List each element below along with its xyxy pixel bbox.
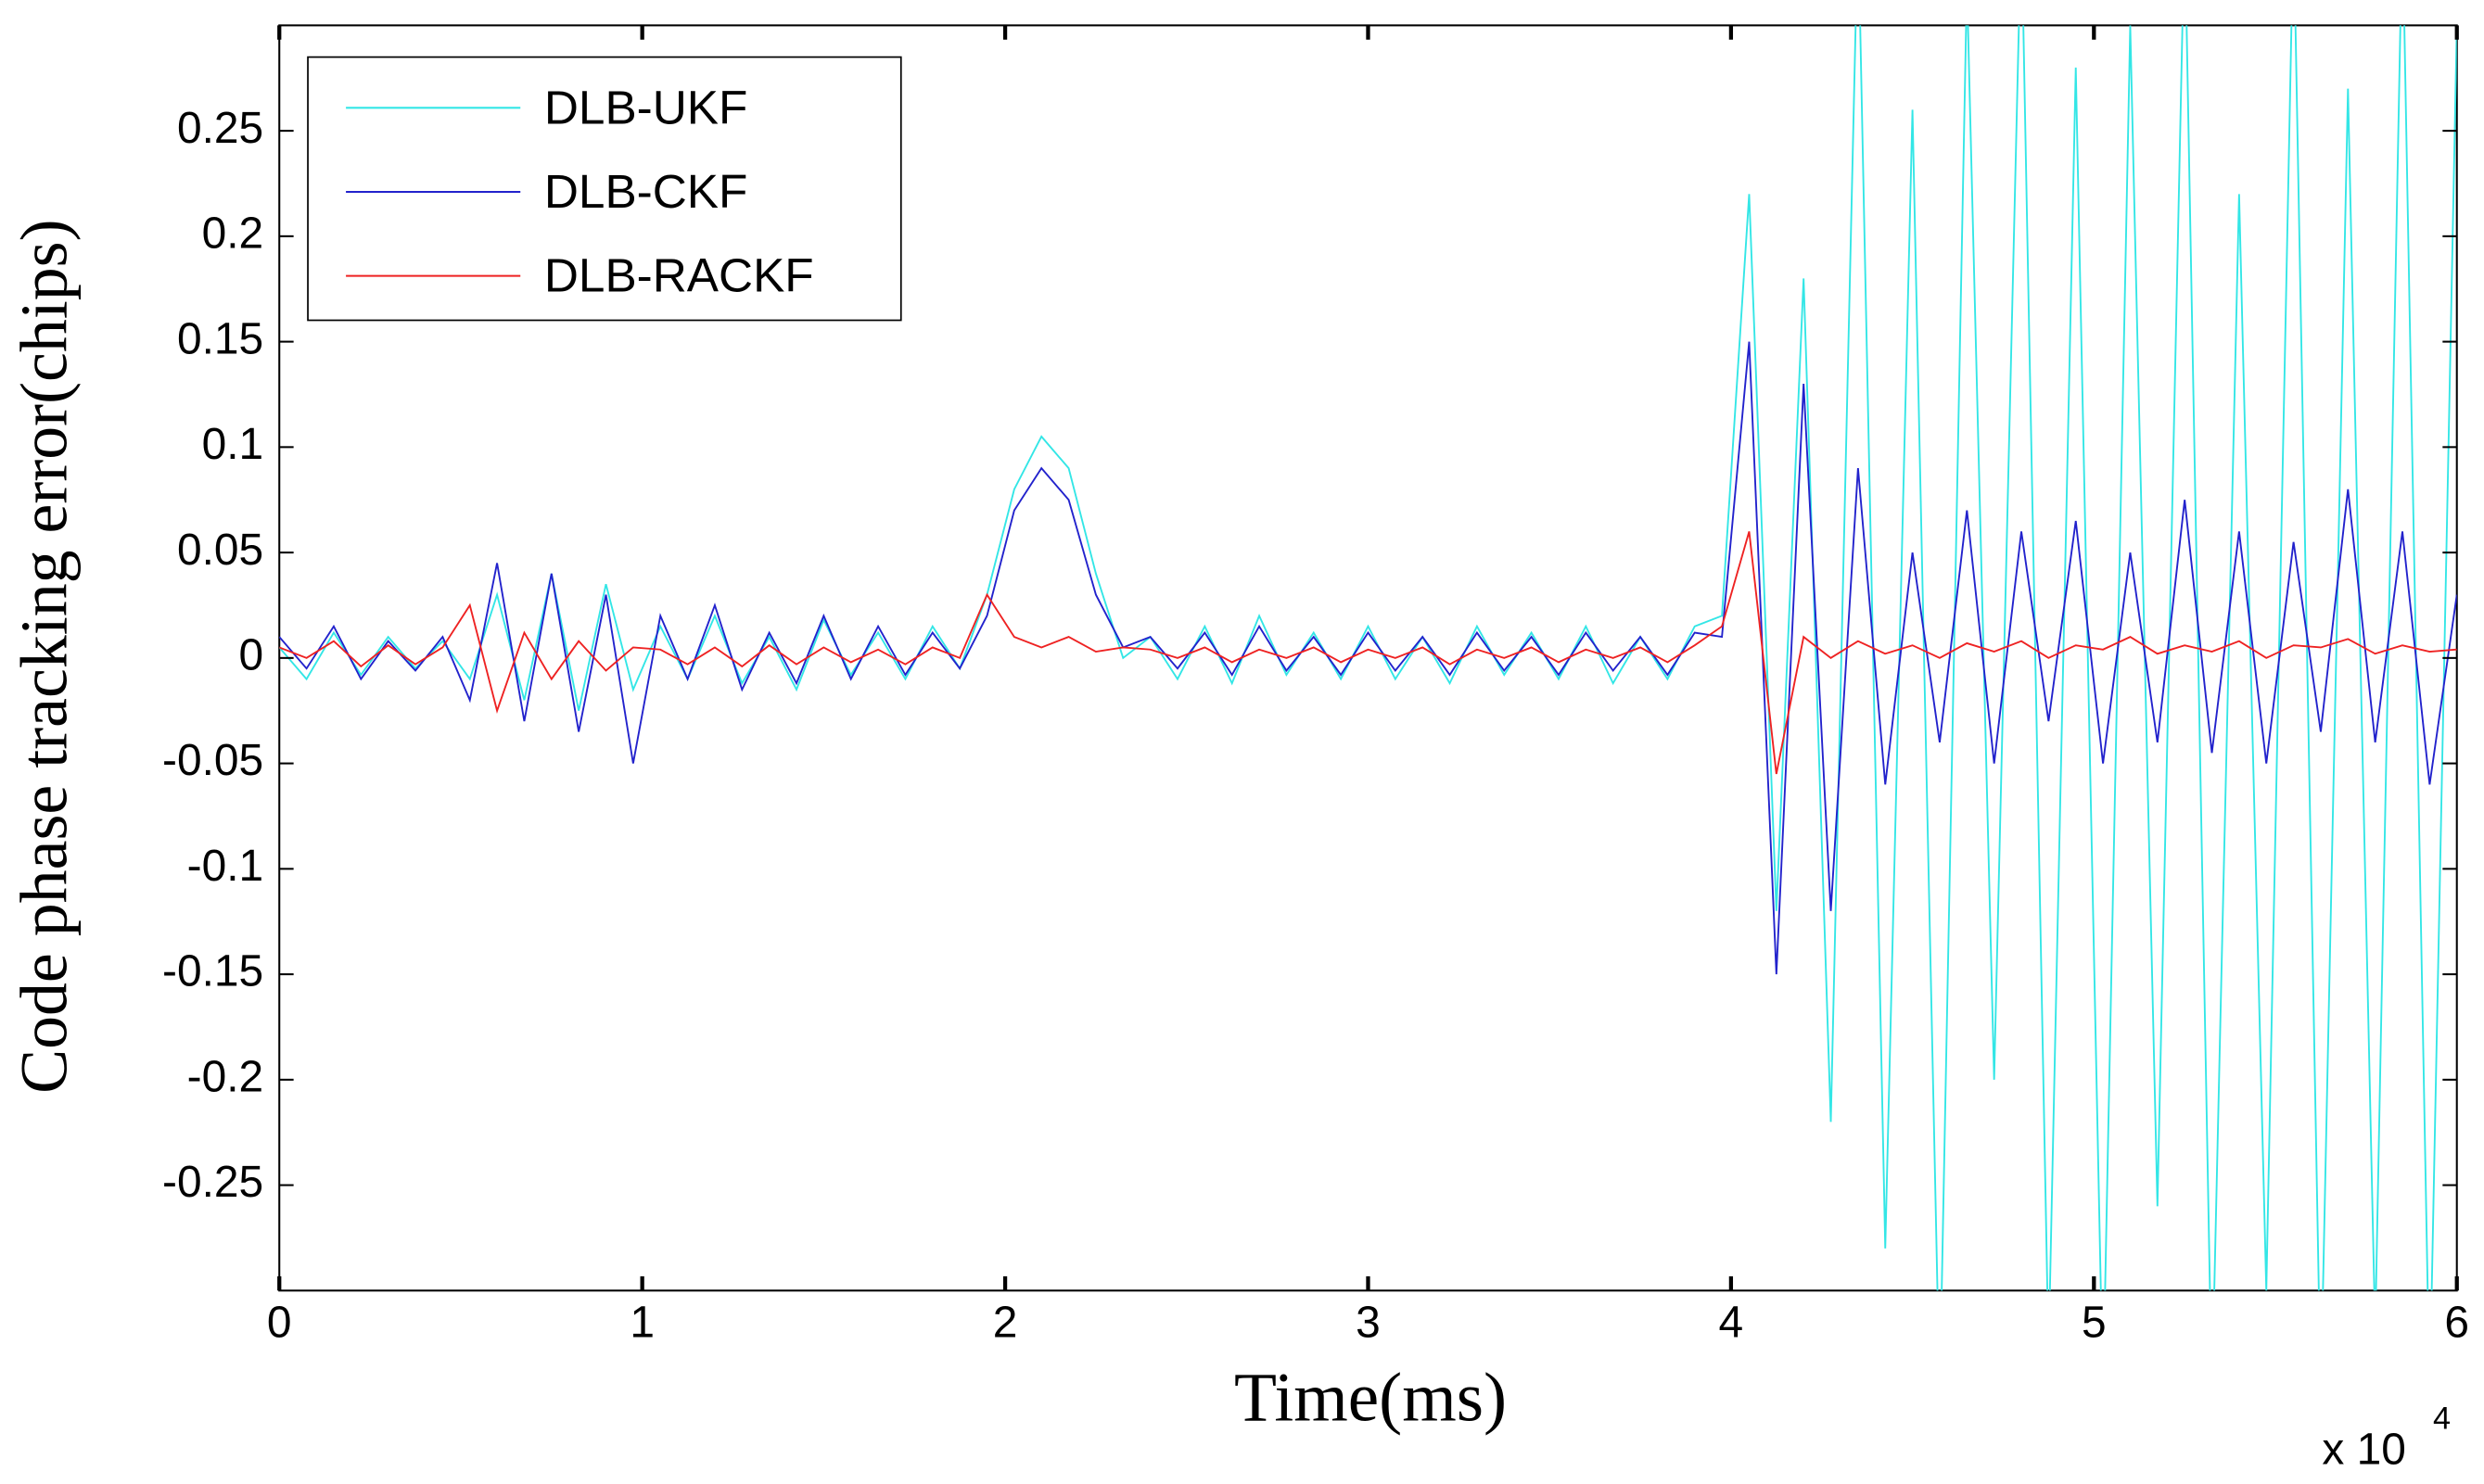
series-line xyxy=(279,341,2457,975)
x-tick-label: 1 xyxy=(630,1299,655,1348)
x-axis-label: Time(ms) xyxy=(1234,1360,1507,1437)
x-tick-label: 2 xyxy=(993,1299,1018,1348)
x-multiplier-exponent: 4 xyxy=(2433,1402,2451,1437)
x-tick-label: 0 xyxy=(267,1299,292,1348)
y-tick-label: 0.15 xyxy=(177,314,263,363)
x-multiplier: x 10 xyxy=(2322,1425,2406,1474)
series-line xyxy=(279,531,2457,775)
y-tick-label: 0.2 xyxy=(202,209,264,259)
y-tick-label: 0.05 xyxy=(177,526,263,575)
x-tick-label: 4 xyxy=(1719,1299,1744,1348)
y-tick-label: 0.25 xyxy=(177,104,263,153)
lines xyxy=(279,25,2457,1291)
y-tick-label: -0.15 xyxy=(162,947,263,996)
y-tick-label: -0.2 xyxy=(187,1052,264,1101)
y-tick-label: 0 xyxy=(238,631,263,680)
series-line xyxy=(279,25,2457,1291)
legend-label: DLB-CKF xyxy=(544,165,747,218)
x-tick-label: 3 xyxy=(1356,1299,1381,1348)
legend-label: DLB-UKF xyxy=(544,81,747,133)
y-tick-label: -0.25 xyxy=(162,1158,263,1207)
y-tick-label: -0.1 xyxy=(187,842,264,891)
y-tick-label: 0.1 xyxy=(202,420,264,469)
legend-box xyxy=(307,56,902,322)
y-axis-label: Code phase tracking error(chips) xyxy=(6,219,81,1093)
legend-label: DLB-RACKF xyxy=(544,249,814,302)
y-tick-label: -0.05 xyxy=(162,736,263,785)
x-tick-label: 6 xyxy=(2444,1299,2469,1348)
x-tick-label: 5 xyxy=(2082,1299,2107,1348)
